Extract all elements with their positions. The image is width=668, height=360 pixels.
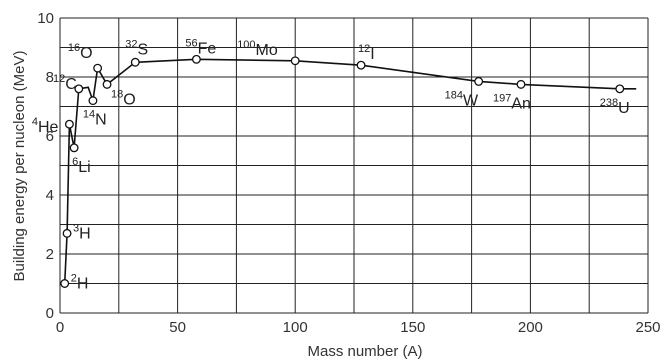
element-symbol: U: [618, 100, 630, 117]
data-point: [74, 84, 84, 94]
y-tick-labels: 0 2 4 6 8 10: [37, 10, 54, 322]
mass-number: 2: [71, 273, 77, 285]
mass-number: 16: [68, 42, 80, 54]
data-point: [64, 119, 74, 129]
element-symbol: Fe: [198, 40, 217, 57]
y-tick-label: 0: [46, 305, 54, 322]
point-label: 100Mo: [237, 39, 278, 59]
markers-group: [60, 54, 625, 288]
mass-number: 3: [73, 222, 79, 234]
element-symbol: He: [38, 119, 59, 136]
point-label: 2H: [71, 273, 89, 293]
mass-number: 56: [185, 37, 197, 49]
point-label: 184W: [445, 89, 479, 109]
y-tick-label: 4: [46, 187, 54, 204]
data-point: [88, 96, 98, 106]
mass-number: 238: [600, 97, 618, 109]
data-point: [474, 76, 484, 86]
element-symbol: H: [79, 225, 91, 242]
mass-number: 100: [237, 39, 255, 51]
y-tick-label: 10: [37, 10, 54, 27]
element-symbol: I: [370, 46, 374, 63]
mass-number: 14: [83, 109, 95, 121]
element-symbol: W: [463, 92, 479, 109]
point-label: 197An: [493, 92, 531, 112]
point-label: 238U: [600, 97, 630, 117]
y-tick-label: 2: [46, 246, 54, 263]
data-point: [130, 57, 140, 67]
mass-number: 6: [72, 156, 78, 168]
point-label: 56Fe: [185, 37, 216, 57]
element-symbol: H: [77, 276, 89, 293]
data-point: [62, 228, 72, 238]
data-point: [615, 84, 625, 94]
point-label: 18O: [111, 88, 136, 108]
x-tick-label: 0: [56, 319, 64, 336]
x-tick-label: 100: [283, 319, 308, 336]
data-point: [102, 79, 112, 89]
mass-number: 197: [493, 92, 511, 104]
data-point: [356, 60, 366, 70]
point-label: 12C: [53, 73, 77, 93]
data-point: [93, 63, 103, 73]
data-point: [60, 279, 70, 288]
x-tick-label: 50: [169, 319, 186, 336]
series-group: [63, 58, 637, 284]
data-point: [191, 54, 201, 64]
point-label: 12I: [358, 43, 375, 63]
y-axis-label: Building energy per nucleon (MeV): [11, 51, 28, 282]
point-label: 32S: [125, 38, 148, 58]
data-point: [516, 79, 526, 89]
element-symbol: S: [138, 41, 149, 58]
element-symbol: Mo: [256, 42, 278, 59]
x-axis-label: Mass number (A): [307, 343, 422, 360]
mass-number: 12: [53, 73, 65, 85]
element-symbol: N: [95, 112, 107, 129]
mass-number: 4: [32, 116, 38, 128]
x-tick-labels: 0 50 100 150 200 250: [56, 319, 661, 336]
x-tick-label: 250: [635, 319, 660, 336]
series-line: [63, 58, 637, 284]
element-symbol: O: [80, 45, 92, 62]
element-symbol: An: [511, 95, 531, 112]
mass-number: 32: [125, 38, 137, 50]
point-label: 14N: [83, 109, 107, 129]
element-symbol: Li: [78, 159, 90, 176]
point-label: 3H: [73, 222, 91, 242]
element-symbol: C: [65, 76, 77, 93]
y-tick-label: 6: [46, 128, 54, 145]
y-tick-label: 8: [46, 69, 54, 86]
element-symbol: O: [123, 91, 135, 108]
point-label: 6Li: [72, 156, 91, 176]
x-tick-label: 200: [518, 319, 543, 336]
x-tick-label: 150: [400, 319, 425, 336]
mass-number: 184: [445, 89, 463, 101]
data-point: [290, 56, 300, 66]
grid: [59, 17, 649, 314]
mass-number: 12: [358, 43, 370, 55]
data-point: [69, 143, 79, 153]
mass-number: 18: [111, 88, 123, 100]
point-label: 4He: [32, 116, 59, 136]
point-label: 16O: [68, 42, 93, 62]
